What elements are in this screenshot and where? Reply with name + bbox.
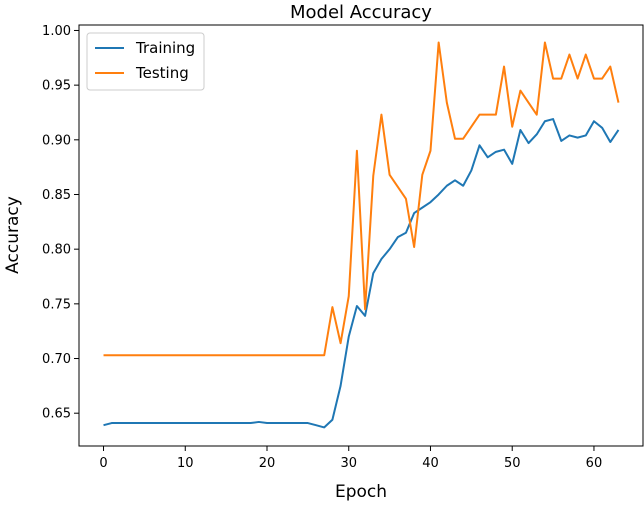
y-tick-label: 0.75 <box>42 297 71 312</box>
x-tick-label: 50 <box>504 456 521 471</box>
y-tick-label: 1.00 <box>42 24 71 39</box>
x-tick-label: 40 <box>422 456 439 471</box>
y-axis-title: Accuracy <box>3 196 23 274</box>
y-axis-ticks: 0.65 0.70 0.75 0.80 0.85 0.90 0.95 1.00 <box>42 24 79 422</box>
x-tick-label: 30 <box>340 456 357 471</box>
series-layer <box>103 41 620 429</box>
x-tick-label: 20 <box>259 456 276 471</box>
y-tick-label: 0.90 <box>42 133 71 148</box>
x-tick-label: 0 <box>99 456 107 471</box>
series-line-training <box>103 118 620 429</box>
x-axis-ticks: 0 10 20 30 40 50 60 <box>99 446 602 471</box>
y-tick-label: 0.65 <box>42 407 71 422</box>
series-line-testing <box>103 41 620 357</box>
chart-title: Model Accuracy <box>290 2 432 23</box>
plot-frame <box>78 24 644 447</box>
legend: Training Testing <box>86 32 205 91</box>
y-tick-label: 0.95 <box>42 79 71 94</box>
legend-label-testing: Testing <box>135 64 189 82</box>
y-tick-label: 0.70 <box>42 352 71 367</box>
x-axis-title: Epoch <box>335 482 387 502</box>
x-tick-label: 10 <box>177 456 194 471</box>
x-tick-label: 60 <box>586 456 603 471</box>
y-tick-label: 0.85 <box>42 188 71 203</box>
legend-label-training: Training <box>135 39 195 57</box>
y-tick-label: 0.80 <box>42 243 71 258</box>
